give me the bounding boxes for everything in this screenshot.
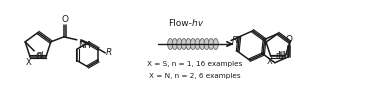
Text: O: O [61, 15, 68, 24]
Ellipse shape [213, 38, 218, 49]
Ellipse shape [199, 38, 205, 49]
Text: O: O [285, 35, 292, 44]
Text: X: X [26, 58, 32, 67]
Ellipse shape [181, 38, 187, 49]
Ellipse shape [172, 38, 177, 49]
Ellipse shape [177, 38, 182, 49]
Ellipse shape [190, 38, 196, 49]
Ellipse shape [186, 38, 191, 49]
Ellipse shape [168, 38, 173, 49]
Text: X: X [267, 57, 273, 66]
Text: n(: n( [36, 51, 44, 60]
Text: X = N, n = 2, 6 examples: X = N, n = 2, 6 examples [149, 73, 241, 79]
Ellipse shape [209, 38, 214, 49]
Text: v: v [198, 18, 202, 27]
Text: R: R [106, 48, 112, 57]
Ellipse shape [204, 38, 209, 49]
Text: R: R [232, 36, 238, 45]
Ellipse shape [195, 38, 200, 49]
Text: NH: NH [277, 51, 290, 60]
Text: Cl: Cl [35, 52, 43, 61]
Text: NH: NH [78, 41, 91, 50]
Text: h: h [192, 18, 198, 27]
Text: X = S, n = 1, 16 examples: X = S, n = 1, 16 examples [147, 61, 243, 67]
Text: n(: n( [276, 51, 283, 60]
Text: Flow-: Flow- [168, 18, 192, 27]
